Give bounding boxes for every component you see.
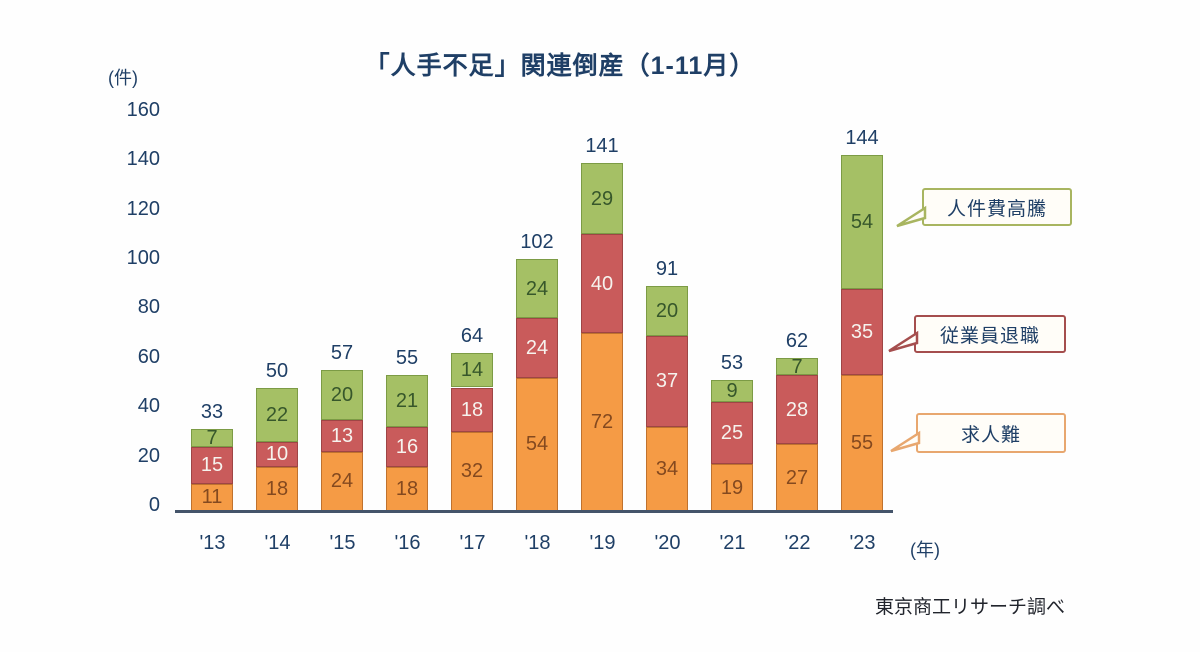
y-tick-label: 140: [126, 148, 160, 171]
bar-segment-人件費高騰: 21: [386, 375, 428, 427]
bar-segment-従業員退職: 35: [841, 288, 883, 376]
x-tick-label: '23: [849, 532, 876, 554]
x-axis-line: [175, 510, 893, 513]
bar-total-label: 50: [265, 359, 289, 382]
bar-segment-従業員退職: 18: [451, 387, 493, 432]
bar-segment-求人難: 19: [711, 464, 753, 511]
legend-label: 求人難: [960, 424, 1021, 446]
bar-segment-求人難: 24: [321, 451, 363, 511]
bar-segment-従業員退職: 13: [321, 419, 363, 452]
bar-total-label: 141: [585, 134, 619, 157]
x-axis-unit-label: (年): [910, 540, 940, 560]
x-tick-label: '22: [784, 532, 811, 554]
bar-total-label: 144: [845, 127, 879, 150]
y-tick-label: 160: [126, 98, 160, 121]
bar-segment-求人難: 32: [451, 431, 493, 511]
bar-segment-求人難: 11: [191, 483, 233, 511]
bar-segment-求人難: 34: [646, 427, 688, 511]
x-tick-label: '19: [589, 532, 616, 554]
bar-segment-求人難: 54: [516, 377, 558, 511]
x-tick-label: '13: [199, 532, 226, 554]
legend-callout-kyuujinnan: 求人難: [890, 413, 1066, 453]
bar-total-label: 62: [785, 329, 809, 352]
bar-segment-従業員退職: 10: [256, 441, 298, 467]
legend-callout-juugyouin-taishoku: 従業員退職: [888, 315, 1066, 353]
bar-segment-人件費高騰: 7: [776, 356, 818, 377]
bar-total-label: 33: [200, 401, 224, 424]
x-tick-label: '18: [524, 532, 551, 554]
bar-total-label: 55: [395, 347, 419, 370]
legend-callout-jinkenhi-koutou: 人件費高騰: [896, 188, 1072, 228]
bar-total-label: 53: [720, 352, 744, 375]
bar-segment-従業員退職: 16: [386, 427, 428, 467]
chart-title: 「人手不足」関連倒産（1-11月）: [364, 52, 756, 80]
bar-segment-従業員退職: 40: [581, 234, 623, 334]
y-tick-label: 0: [148, 494, 160, 516]
bar-segment-人件費高騰: 24: [516, 259, 558, 319]
x-tick-label: '14: [264, 532, 291, 554]
bar-segment-人件費高騰: 29: [581, 162, 623, 235]
bar-segment-求人難: 18: [256, 466, 298, 511]
bar-total-label: 57: [330, 342, 354, 365]
legend-label: 従業員退職: [939, 325, 1040, 347]
y-tick-label: 80: [137, 296, 160, 319]
callout-tail-icon: [890, 430, 921, 453]
bar-segment-従業員退職: 24: [516, 318, 558, 378]
x-tick-label: '21: [719, 532, 746, 554]
callout-tail-icon: [896, 205, 927, 228]
bar-segment-人件費高騰: 14: [451, 352, 493, 388]
bar-segment-従業員退職: 28: [776, 375, 818, 445]
y-tick-label: 60: [137, 345, 160, 368]
bar-segment-求人難: 55: [841, 375, 883, 511]
bar-segment-人件費高騰: 7: [191, 428, 233, 448]
x-tick-label: '17: [459, 532, 486, 554]
bar-segment-求人難: 72: [581, 333, 623, 511]
bar-segment-人件費高騰: 22: [256, 387, 298, 442]
callout-tail-icon: [888, 330, 919, 353]
legend-label: 人件費高騰: [946, 198, 1047, 220]
bar-segment-人件費高騰: 54: [841, 155, 883, 289]
bar-segment-従業員退職: 25: [711, 402, 753, 465]
y-tick-label: 20: [137, 444, 160, 467]
y-tick-label: 100: [126, 247, 160, 269]
bar-total-label: 91: [655, 258, 679, 281]
bar-segment-従業員退職: 15: [191, 446, 233, 484]
bar-segment-従業員退職: 37: [646, 335, 688, 427]
bar-segment-求人難: 18: [386, 466, 428, 511]
bar-segment-人件費高騰: 20: [646, 286, 688, 336]
bar-segment-求人難: 27: [776, 444, 818, 511]
x-tick-label: '20: [654, 532, 681, 554]
bar-segment-人件費高騰: 9: [711, 380, 753, 403]
bar-total-label: 64: [460, 324, 484, 347]
y-axis-unit-label: (件): [108, 68, 138, 88]
bar-segment-人件費高騰: 20: [321, 370, 363, 420]
y-tick-label: 120: [126, 197, 160, 220]
y-tick-label: 40: [137, 395, 160, 418]
source-note: 東京商工リサーチ調べ: [874, 597, 1065, 618]
x-tick-label: '16: [394, 532, 421, 554]
x-tick-label: '15: [329, 532, 356, 554]
bar-total-label: 102: [520, 231, 554, 254]
